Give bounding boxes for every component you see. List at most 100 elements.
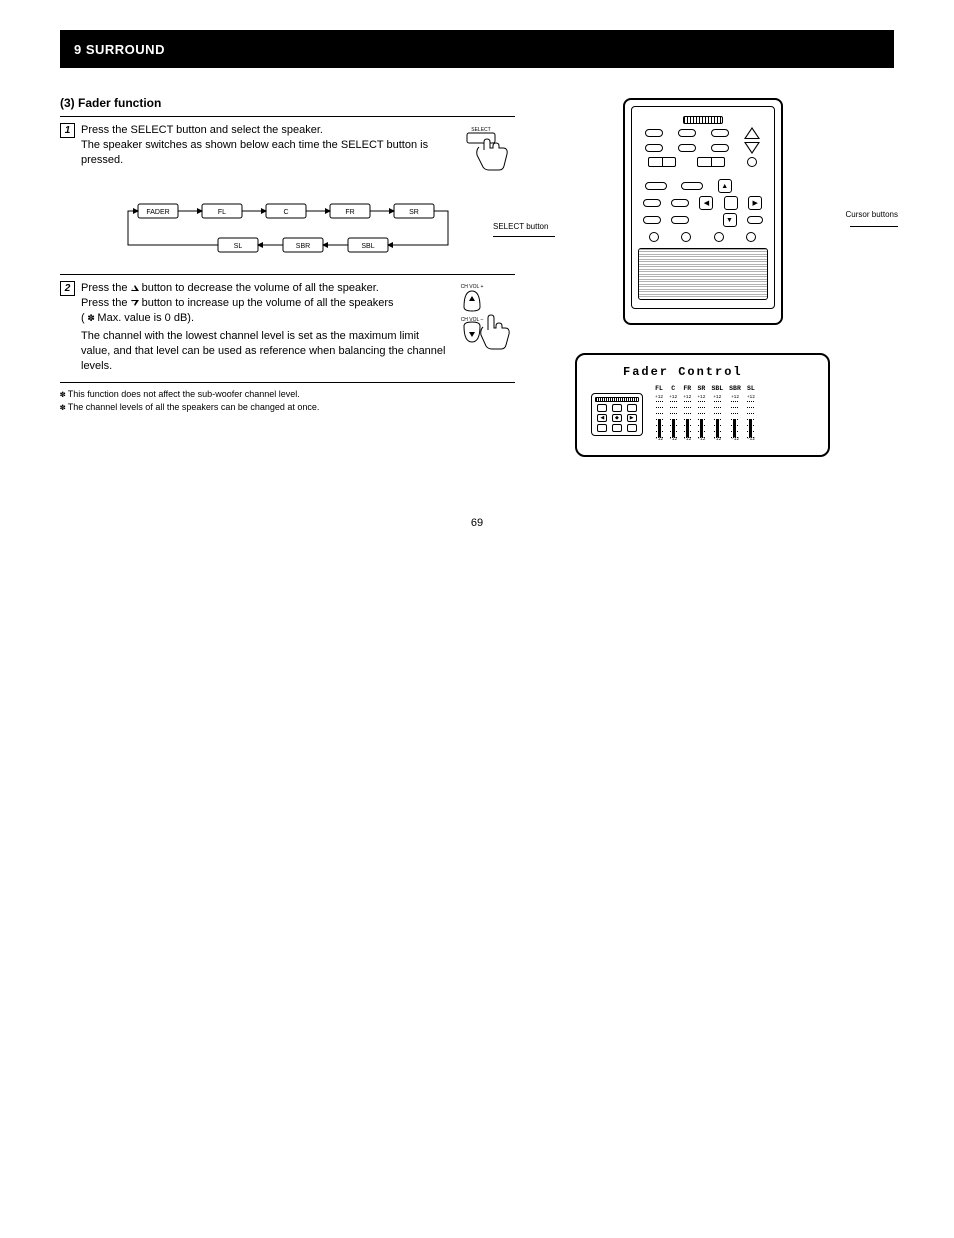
fader-bar-SBR: SBR+12-12 [729,385,741,443]
remote-row [638,157,768,167]
remote-row: ▼ [638,213,768,227]
step-1-text: Press the SELECT button and select the s… [81,123,443,168]
note-mark-icon: ✽ [60,390,65,400]
svg-text:SL: SL [233,243,242,250]
section-header-text: 9 SURROUND [74,42,165,57]
triangle-down-icon [131,300,139,306]
remote-inner: ▲ ◀ ▶ ▼ [631,106,775,309]
step-2-text: Press the button to decrease the volume … [81,281,449,374]
step-2: 2 Press the button to decrease the volum… [60,281,515,374]
remote-button [643,216,661,224]
divider [60,116,515,117]
remote-button [671,199,689,207]
remote-button [714,232,724,242]
remote-button [678,129,696,137]
leader-line [850,226,898,227]
leader-line [493,236,555,237]
remote-bottom-panel [638,248,768,300]
divider [60,382,515,383]
step-1-body: Press the SELECT button and select the s… [81,124,428,166]
step-2-line-4: The channel with the lowest channel leve… [81,329,449,374]
remote-triangle-down [744,142,760,154]
remote-button [678,144,696,152]
fader-title: Fader Control [591,365,814,379]
remote-button [711,129,729,137]
divider [60,274,515,275]
remote-row [638,142,768,154]
select-button-icon: SELECT [453,123,515,179]
fader-content: ◀◆▶ FL+12-12 C+12-12 FR+12-12 SR+12-12 SBL+1… [591,385,814,443]
footnote-1: ✽ This function does not affect the sub-… [60,389,515,402]
step-number: 2 [60,281,75,296]
page: 9 SURROUND (3) Fader function 1 Press th… [0,0,954,497]
remote-button [645,144,663,152]
remote-row [638,232,768,242]
updown-buttons-diagram: CH VOL + CH VOL – [459,281,515,360]
channel-vol-icon: CH VOL + CH VOL – [459,281,515,355]
select-button-diagram: SELECT [453,123,515,184]
fader-bar-SL: SL+12-12 [747,385,755,443]
flow-diagram: FADER FL C FR SR SL SBR SBL [60,196,515,266]
footnote-2: ✽ The channel levels of all the speakers… [60,402,515,415]
svg-text:FL: FL [217,209,225,216]
subsection-title: (3) Fader function [60,96,515,110]
fader-display-box: Fader Control ◀◆▶ FL+12-12 C+12-12 FR+12-1… [575,353,830,457]
remote-button [681,182,703,190]
remote-button [747,216,763,224]
svg-text:C: C [283,209,288,216]
svg-text:SBL: SBL [361,243,374,250]
fader-bar-FR: FR+12-12 [683,385,691,443]
remote-control-diagram: ▲ ◀ ▶ ▼ [623,98,783,325]
remote-cursor-left: ◀ [699,196,713,210]
footnote-1-text: This function does not affect the sub-wo… [68,389,300,399]
remote-button [747,157,757,167]
svg-text:SR: SR [409,209,419,216]
remote-button [643,199,661,207]
remote-cursor-right: ▶ [748,196,762,210]
left-column: (3) Fader function 1 Press the SELECT bu… [60,92,515,457]
callout-cursor: Cursor buttons [846,210,898,219]
remote-row [638,127,768,139]
remote-button [681,232,691,242]
svg-text:FR: FR [345,209,354,216]
two-column-layout: (3) Fader function 1 Press the SELECT bu… [60,92,894,457]
step-2-line-2: Press the button to increase up the volu… [81,296,449,311]
remote-cursor-up: ▲ [718,179,732,193]
fader-remote-icon: ◀◆▶ [591,393,643,436]
note-mark-icon: ✽ [88,311,95,324]
step-number: 1 [60,123,75,138]
remote-cursor-down: ▼ [723,213,737,227]
remote-button [746,232,756,242]
remote-triangle-up [744,127,760,139]
fader-bar-FL: FL+12-12 [655,385,663,443]
step-1: 1 Press the SELECT button and select the… [60,123,515,184]
footnote-2-text: The channel levels of all the speakers c… [68,402,320,412]
fader-bar-SR: SR+12-12 [697,385,705,443]
remote-wrapper: SELECT button Cursor buttons [555,98,850,325]
remote-button [649,232,659,242]
note-mark-icon: ✽ [60,403,65,413]
remote-row: ▲ [638,179,768,193]
remote-button [711,144,729,152]
fader-bar-C: C+12-12 [669,385,677,443]
right-column: SELECT button Cursor buttons [555,92,850,457]
remote-display [683,116,723,124]
remote-button [671,216,689,224]
fader-bars: FL+12-12 C+12-12 FR+12-12 SR+12-12 SBL+12-12… [655,385,755,443]
remote-button [645,182,667,190]
section-header-bar: 9 SURROUND [60,30,894,68]
svg-text:CH VOL +: CH VOL + [461,284,484,290]
select-label: SELECT [471,127,490,133]
svg-text:FADER: FADER [146,209,169,216]
step-2-line-3: ( ✽ Max. value is 0 dB). [81,311,449,326]
page-number: 69 [0,517,954,529]
step-2-line-1: Press the button to decrease the volume … [81,281,449,296]
triangle-up-icon [131,285,139,291]
remote-button [645,129,663,137]
callout-select: SELECT button [493,222,548,231]
flow-svg: FADER FL C FR SR SL SBR SBL [108,196,468,266]
remote-row: ◀ ▶ [638,196,768,210]
remote-enter [724,196,738,210]
svg-text:SBR: SBR [295,243,309,250]
fader-bar-SBL: SBL+12-12 [711,385,723,443]
